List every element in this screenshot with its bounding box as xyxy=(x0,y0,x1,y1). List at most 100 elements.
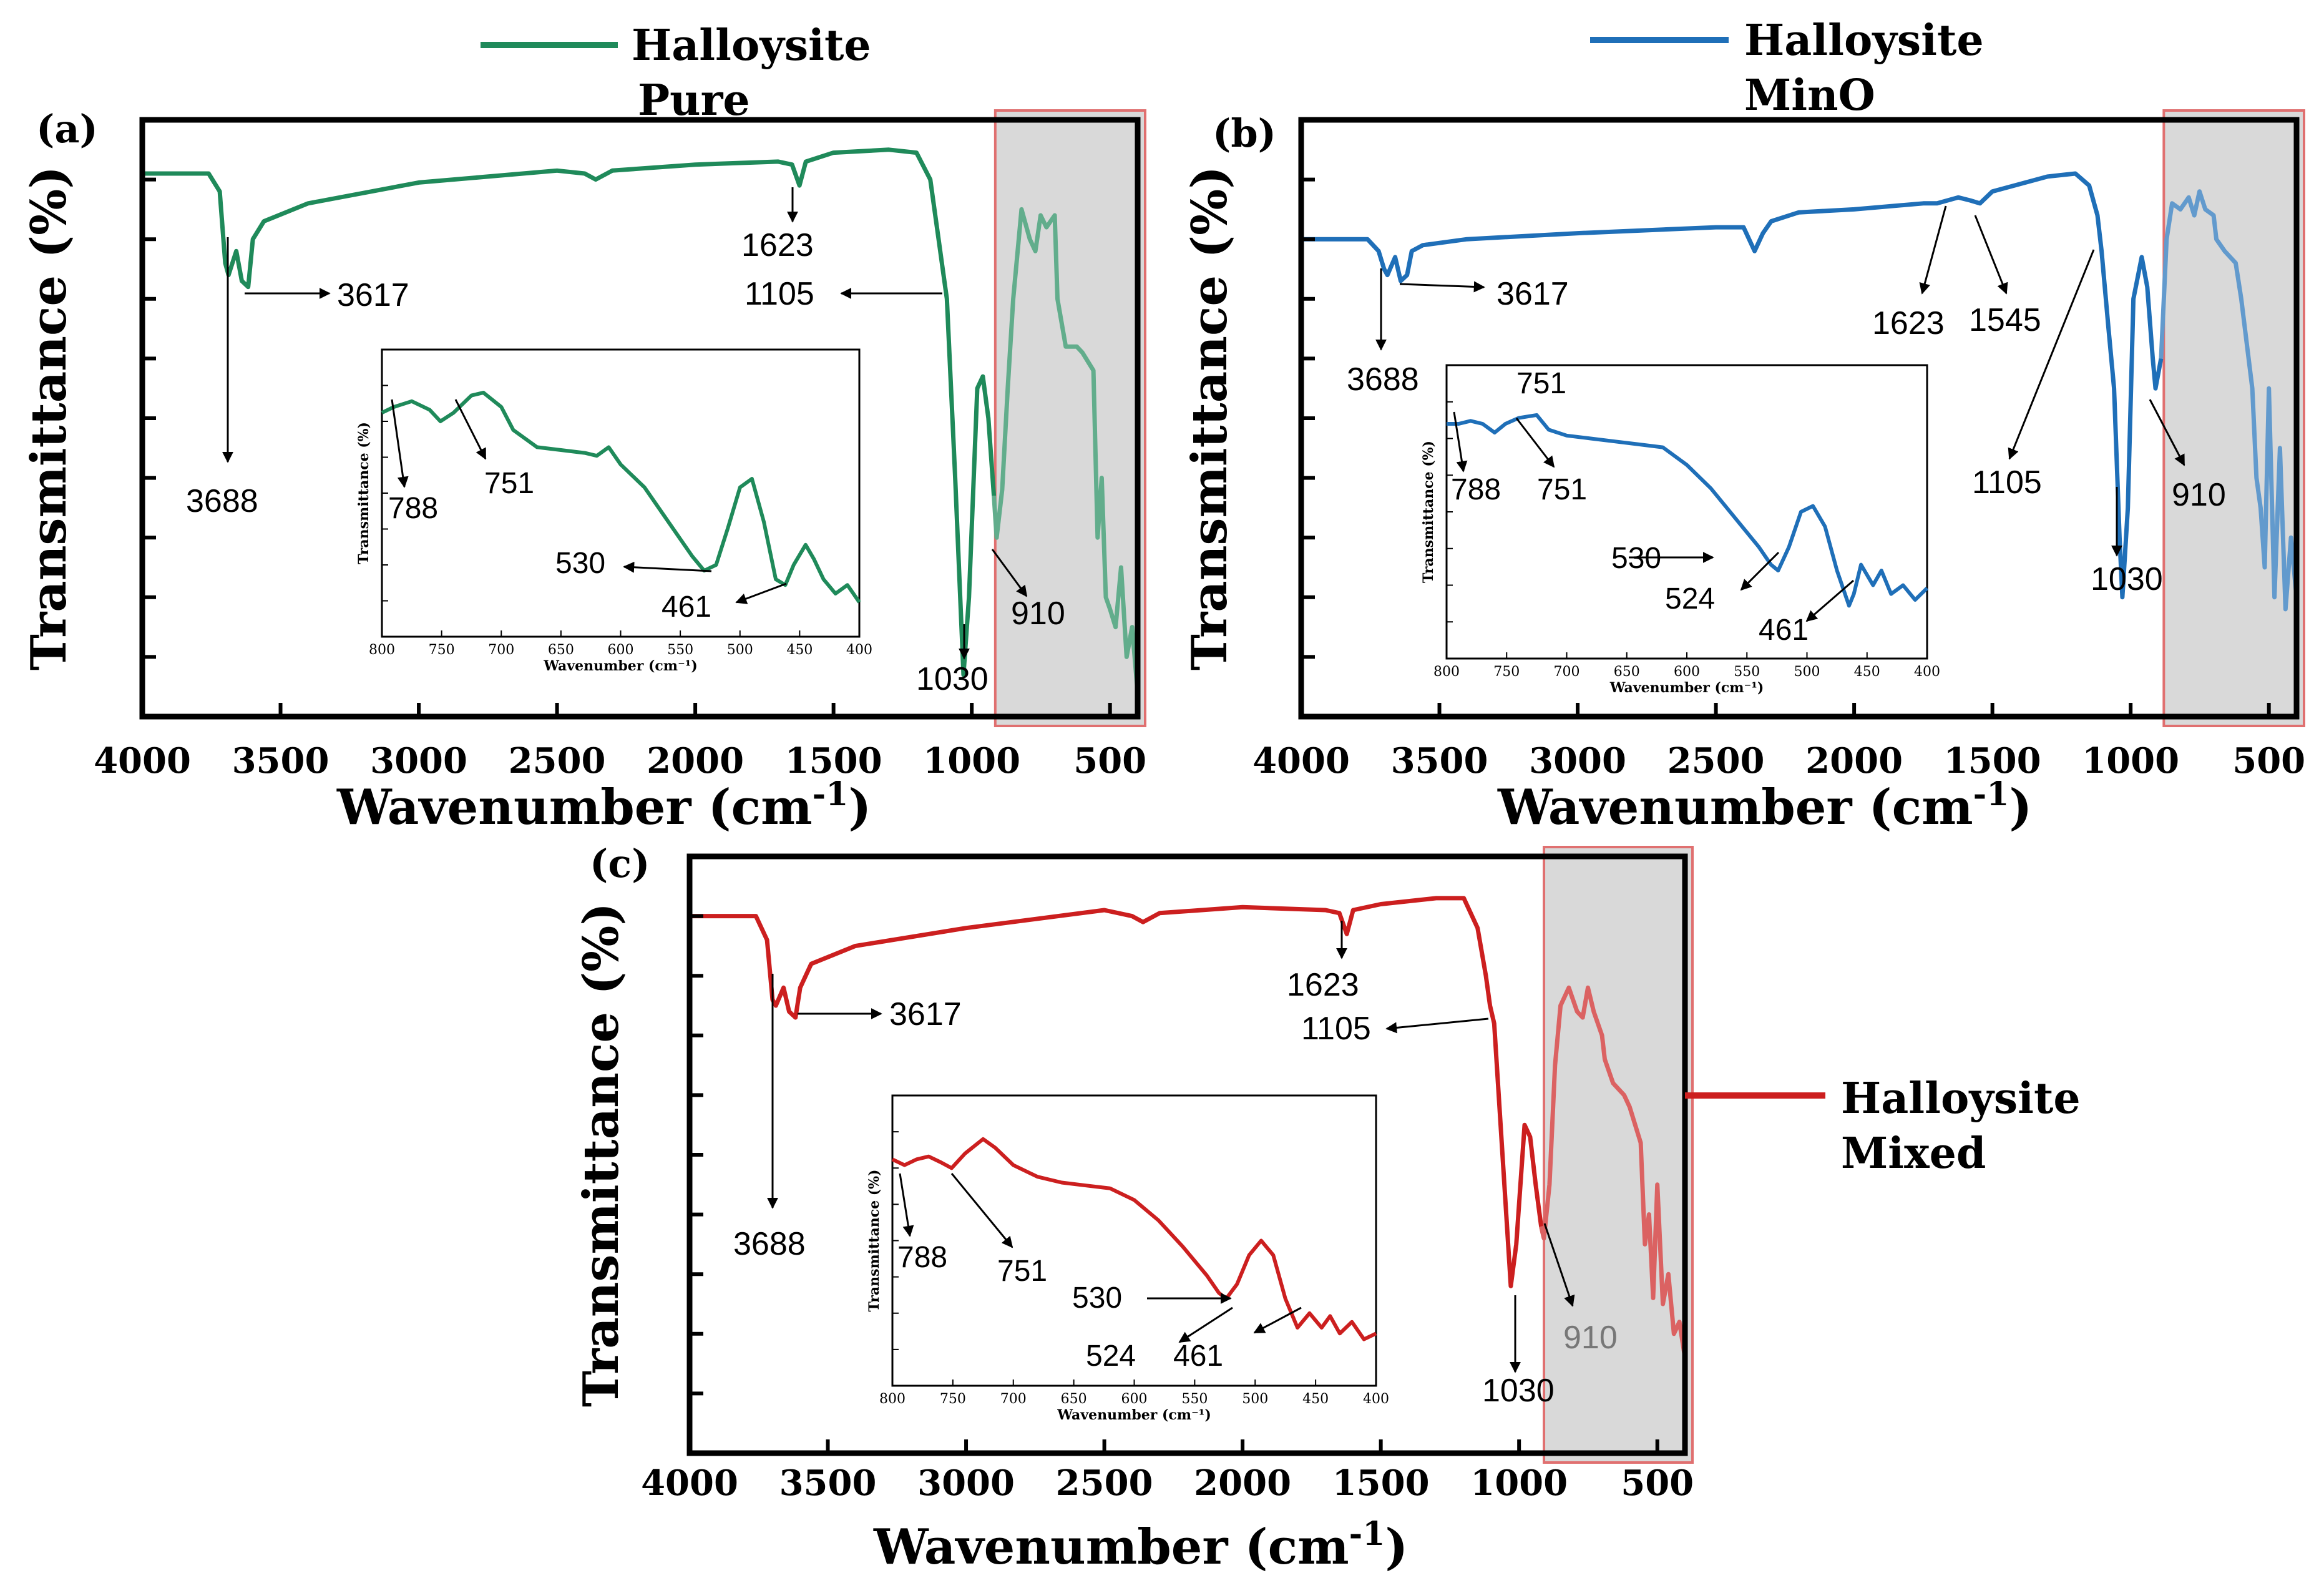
panel-a: (a) 4000 3500 3000 2500 2000 1500 1000 500 Wavenu… xyxy=(21,106,1146,836)
peak-arrow xyxy=(991,549,1028,597)
peak-label: 3688 xyxy=(1347,361,1419,398)
inset-peak-label: 751 xyxy=(484,467,534,500)
legend-mixed-line1: Halloysite xyxy=(1841,1074,2081,1124)
inset-peak-label: 530 xyxy=(1611,542,1661,575)
peak-label: 1030 xyxy=(916,661,989,697)
inset-x-tick-label: 550 xyxy=(1181,1391,1208,1407)
peak-arrow xyxy=(2149,399,2185,466)
x-tick-label: 500 xyxy=(1073,740,1146,782)
peak-arrow xyxy=(1399,281,1485,293)
inset-x-tick-label: 750 xyxy=(940,1391,966,1407)
inset-peak-label: 461 xyxy=(1759,614,1809,647)
y-axis-title: Transmittance (%) xyxy=(573,903,630,1407)
inset-y-axis-title: Transmittance (%) xyxy=(356,422,372,564)
spectrum-line xyxy=(690,896,1546,1288)
inset-peak-label: 788 xyxy=(897,1241,947,1274)
peak-label: 3688 xyxy=(733,1226,806,1262)
x-tick-label: 3000 xyxy=(917,1463,1015,1504)
peak-label: 1545 xyxy=(1969,302,2041,338)
inset-x-tick-label: 650 xyxy=(1061,1391,1087,1407)
peak-label: 1030 xyxy=(1482,1373,1555,1409)
x-tick-label: 4000 xyxy=(641,1463,738,1504)
spectrum-line xyxy=(1301,171,2164,600)
spectrum-line-highlighted xyxy=(2159,189,2299,612)
x-tick-label: 1500 xyxy=(1332,1463,1430,1504)
inset-peak-arrow xyxy=(950,1173,1013,1248)
highlight-region xyxy=(1543,846,1694,1464)
inset-peak-arrow xyxy=(899,1173,914,1237)
x-tick-label: 1000 xyxy=(1470,1463,1568,1504)
peak-label: 1623 xyxy=(1872,305,1945,341)
inset-peak-label: 751 xyxy=(1537,473,1587,506)
panel-label: (b) xyxy=(1213,110,1276,156)
inset-x-tick-label: 450 xyxy=(786,642,813,658)
inset-x-tick-label: 800 xyxy=(879,1391,906,1407)
peak-label: 910 xyxy=(2172,477,2226,513)
legend-mino: Halloysite MinO xyxy=(1590,16,1984,120)
inset-x-tick-label: 500 xyxy=(1794,664,1820,680)
inset-peak-arrow xyxy=(391,399,409,488)
inset-peak-label: 751 xyxy=(997,1255,1047,1288)
inset-peak-arrow xyxy=(1253,1306,1302,1334)
inset-peak-label: 461 xyxy=(1173,1340,1223,1373)
legend-mixed-line2: Mixed xyxy=(1841,1129,1986,1179)
x-tick-label: 500 xyxy=(2232,740,2305,782)
inset-x-tick-label: 550 xyxy=(1734,664,1760,680)
inset-x-tick-label: 400 xyxy=(1363,1391,1389,1407)
inset-x-axis-title: Wavenumber (cm⁻¹) xyxy=(543,658,697,674)
peak-arrow xyxy=(1385,1017,1489,1034)
inset-x-tick-label: 650 xyxy=(548,642,574,658)
inset-peak-arrow xyxy=(1515,418,1555,468)
peak-label: 910 xyxy=(1011,595,1065,632)
panel-b: (b) 4000 3500 3000 2500 2000 1500 1000 500 Wavenu… xyxy=(1181,109,2305,836)
highlight-region xyxy=(994,109,1147,727)
inset-frame xyxy=(891,1094,1377,1387)
inset-peak-label: 461 xyxy=(662,591,711,624)
inset-peak-arrow xyxy=(454,399,487,460)
inset-x-tick-label: 700 xyxy=(488,642,514,658)
peak-label: 1623 xyxy=(741,227,814,263)
panel-label: (c) xyxy=(590,841,650,886)
x-tick-label: 1500 xyxy=(785,740,882,782)
inset-x-tick-label: 450 xyxy=(1302,1391,1329,1407)
peak-label: 1623 xyxy=(1287,967,1359,1003)
legend-pure-line1: Halloysite xyxy=(632,21,871,71)
panel-c: (c) 4000 3500 3000 2500 2000 1500 1000 500 Wavenu… xyxy=(573,841,1699,1576)
x-tick-label: 3000 xyxy=(370,740,467,782)
inset-frame xyxy=(381,348,861,638)
x-tick-label: 4000 xyxy=(94,740,191,782)
legend-mino-line1: Halloysite xyxy=(1744,16,1984,66)
spectrum-line-highlighted xyxy=(1539,985,1687,1358)
x-tick-label: 3500 xyxy=(779,1463,877,1504)
x-tick-label: 2500 xyxy=(509,740,606,782)
legend-mino-line2: MinO xyxy=(1744,71,1875,120)
peak-label: 1105 xyxy=(1301,1011,1371,1047)
inset-peak-label: 788 xyxy=(388,492,438,525)
x-tick-label: 1500 xyxy=(1944,740,2041,782)
inset-x-tick-label: 550 xyxy=(667,642,693,658)
x-tick-label: 2000 xyxy=(1805,740,1903,782)
inset-x-tick-label: 800 xyxy=(369,642,395,658)
peak-label: 3688 xyxy=(186,483,258,519)
inset-x-tick-label: 600 xyxy=(1121,1391,1148,1407)
inset-frame xyxy=(1445,364,1928,660)
peak-label: 3617 xyxy=(337,277,409,313)
inset-x-tick-label: 700 xyxy=(1000,1391,1027,1407)
inset-x-tick-label: 750 xyxy=(429,642,455,658)
inset-peak-arrow xyxy=(1740,551,1780,591)
x-tick-label: 2000 xyxy=(1194,1463,1291,1504)
inset-peak-arrow xyxy=(1178,1306,1233,1343)
x-tick-label: 1000 xyxy=(2082,740,2179,782)
inset-peak-label: 524 xyxy=(1086,1340,1136,1373)
inset-x-tick-label: 700 xyxy=(1554,664,1580,680)
x-axis-title: Wavenumber (cm-1) xyxy=(336,775,871,836)
x-axis-title: Wavenumber (cm-1) xyxy=(873,1515,1408,1576)
inset-x-tick-label: 400 xyxy=(846,642,872,658)
inset-peak-label: 788 xyxy=(1451,473,1501,506)
inset-spectrum-line xyxy=(891,1137,1377,1341)
x-tick-label: 2500 xyxy=(1056,1463,1153,1504)
x-tick-label: 2500 xyxy=(1667,740,1765,782)
inset-x-axis-title: Wavenumber (cm⁻¹) xyxy=(1609,680,1764,696)
y-axis-title: Transmittance (%) xyxy=(1181,166,1238,670)
inset-peak-label: 524 xyxy=(1665,582,1715,615)
